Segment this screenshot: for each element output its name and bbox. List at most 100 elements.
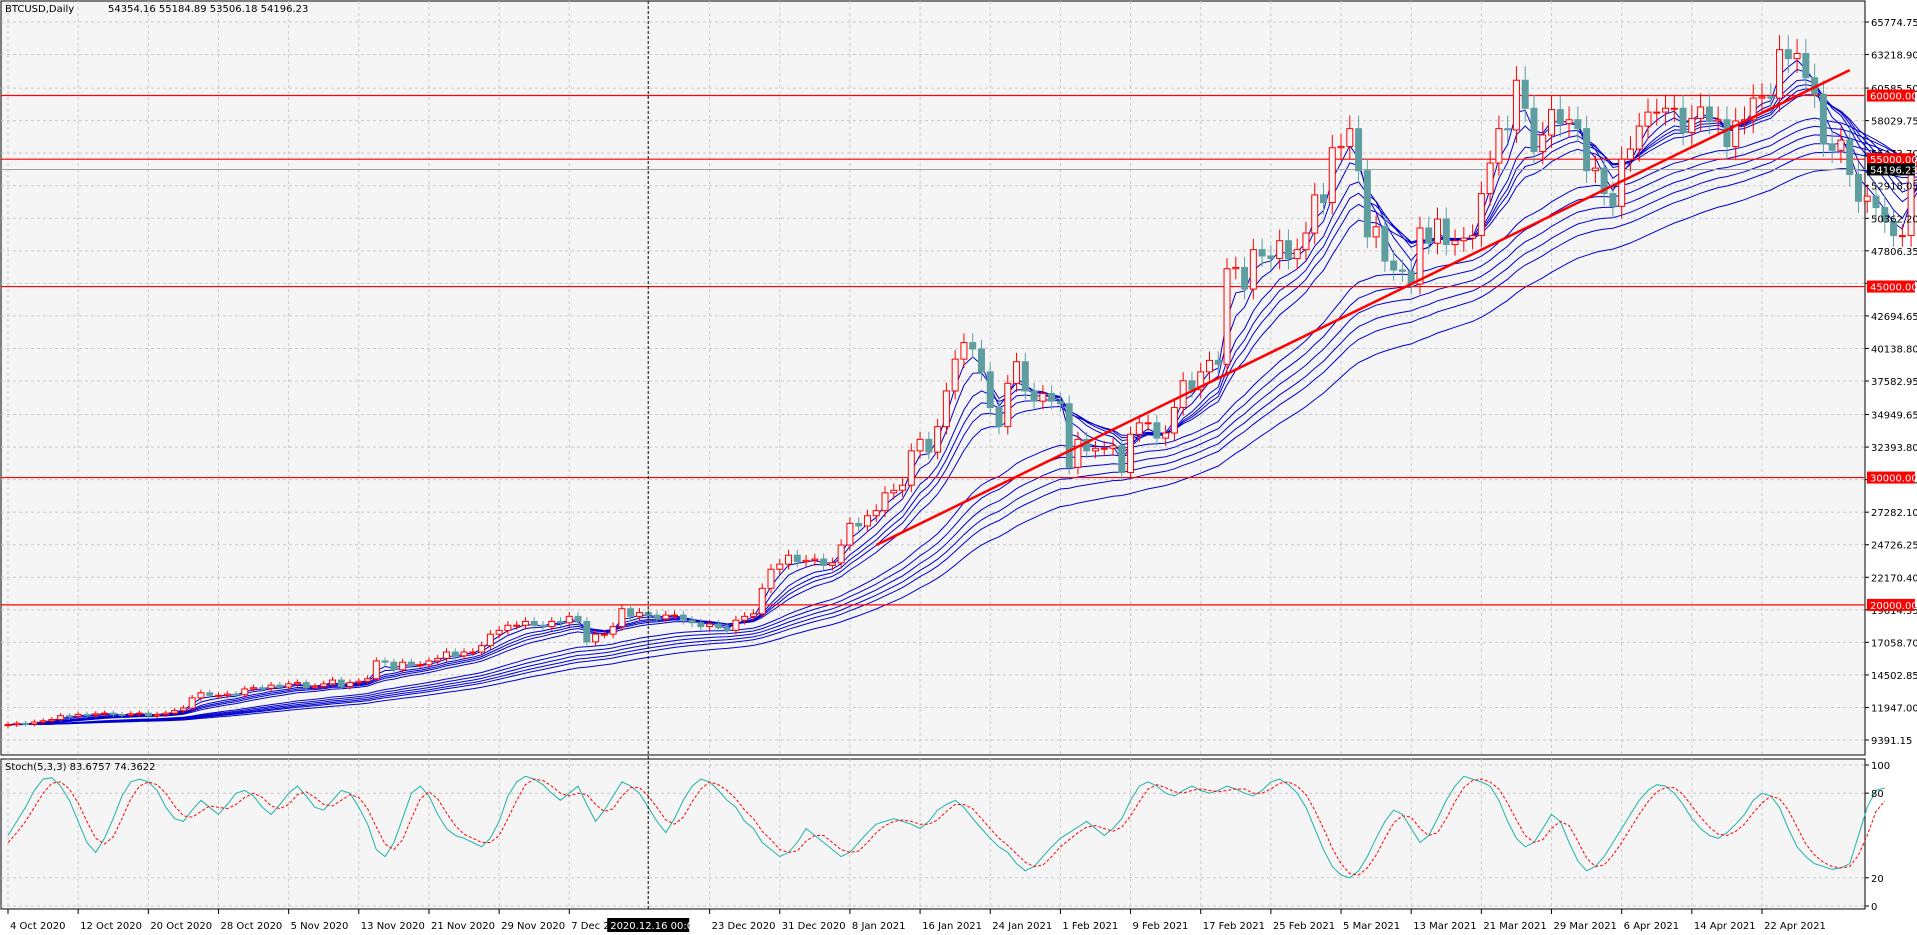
trendline[interactable] (875, 68, 1851, 547)
candle (697, 618, 705, 631)
candle (1241, 256, 1249, 300)
time-tick-label: 28 Oct 2020 (220, 921, 282, 932)
horizontal-levels[interactable] (1, 94, 1865, 606)
candle (1477, 181, 1485, 247)
candle (74, 711, 82, 719)
candle (214, 692, 222, 699)
ma-line (7, 134, 1917, 726)
current-price-label: 54196.23 (1870, 165, 1917, 176)
candle (960, 333, 968, 369)
time-tick-label: 17 Feb 2021 (1203, 921, 1265, 932)
candle (1819, 80, 1827, 157)
stoch-plot-area[interactable] (0, 758, 1866, 910)
candle (364, 675, 372, 685)
candlesticks (4, 35, 1917, 728)
candle (206, 689, 214, 699)
level-price-label: 60000.00 (1870, 92, 1917, 103)
candle (881, 486, 889, 517)
candle (13, 720, 21, 728)
price-axis[interactable]: 65774.7563218.9060585.5058029.7555473.70… (1865, 18, 1917, 747)
candle (1127, 426, 1135, 480)
candle (346, 679, 354, 690)
candle (443, 648, 450, 663)
candle (583, 617, 591, 646)
candle (1363, 158, 1371, 249)
candle (1837, 127, 1845, 164)
candle (513, 621, 521, 630)
level-price-label: 20000.00 (1870, 601, 1917, 612)
candle (942, 382, 950, 435)
candle (1460, 226, 1468, 252)
price-tick-label: 52918.05 (1871, 182, 1917, 193)
candle (460, 648, 468, 660)
candle (469, 648, 477, 656)
ma-line (7, 94, 1917, 726)
candle (1635, 112, 1643, 162)
candle (425, 657, 433, 669)
candle (1284, 229, 1292, 270)
ma-line (7, 68, 1917, 726)
time-tick-label: 22 Apr 2021 (1764, 921, 1826, 932)
candle (153, 711, 161, 719)
time-axis[interactable]: 4 Oct 2020 12 Oct 2020 20 Oct 2020 28 Oct 2… (7, 909, 1826, 932)
time-tick-label: 16 Jan 2021 (922, 921, 982, 932)
candle (1802, 39, 1810, 92)
time-tick-label: 4 Oct 2020 (10, 921, 65, 932)
candle (232, 691, 240, 698)
time-tick-label: 29 Nov 2020 (501, 921, 565, 932)
candle (986, 363, 994, 416)
time-tick-label: 13 Nov 2020 (361, 921, 425, 932)
candle (92, 711, 100, 718)
candle (521, 617, 529, 630)
candle (969, 333, 977, 359)
candle (1276, 229, 1284, 270)
candle (618, 604, 626, 631)
candle (1486, 150, 1494, 206)
candle (57, 713, 65, 723)
candle (1828, 131, 1836, 164)
candle (65, 713, 73, 719)
candle (1320, 182, 1327, 215)
candle (1249, 238, 1257, 300)
level-price-tag: 55000.00 (1867, 153, 1917, 166)
current-price-tag: 54196.23 (1867, 163, 1917, 176)
time-tick-label: 5 Mar 2021 (1343, 921, 1400, 932)
candle (162, 710, 170, 718)
candle (1337, 133, 1345, 161)
candle (741, 611, 749, 625)
price-tick-label: 32393.80 (1871, 443, 1917, 454)
time-tick-label: 5 Nov 2020 (291, 921, 349, 932)
main-grid (1, 1, 1865, 755)
candle (1679, 94, 1687, 146)
candle (276, 681, 284, 691)
candle (1346, 115, 1354, 160)
candle (1144, 414, 1152, 431)
candle (223, 691, 231, 699)
candle (136, 710, 144, 717)
candle (916, 431, 924, 459)
candle (1574, 106, 1582, 142)
candle (1556, 96, 1564, 137)
candle (258, 684, 266, 692)
candle (811, 553, 819, 566)
candle (749, 609, 757, 621)
candle (293, 679, 301, 688)
level-price-label: 45000.00 (1870, 283, 1917, 294)
candle (1135, 414, 1143, 442)
candle (1784, 35, 1792, 74)
stoch-lines (7, 775, 1886, 879)
candle (1004, 374, 1012, 435)
candle (416, 661, 424, 669)
candle (1065, 395, 1073, 475)
candle (1056, 392, 1064, 412)
candle (557, 617, 565, 627)
time-tick-label: 9 Feb 2021 (1133, 921, 1189, 932)
candle (776, 558, 784, 575)
time-tick-label: 21 Nov 2020 (431, 921, 495, 932)
candle (767, 564, 775, 594)
candle (802, 554, 810, 567)
candle (22, 720, 30, 727)
price-tick-label: 42694.65 (1871, 312, 1917, 323)
candle (1591, 155, 1599, 184)
